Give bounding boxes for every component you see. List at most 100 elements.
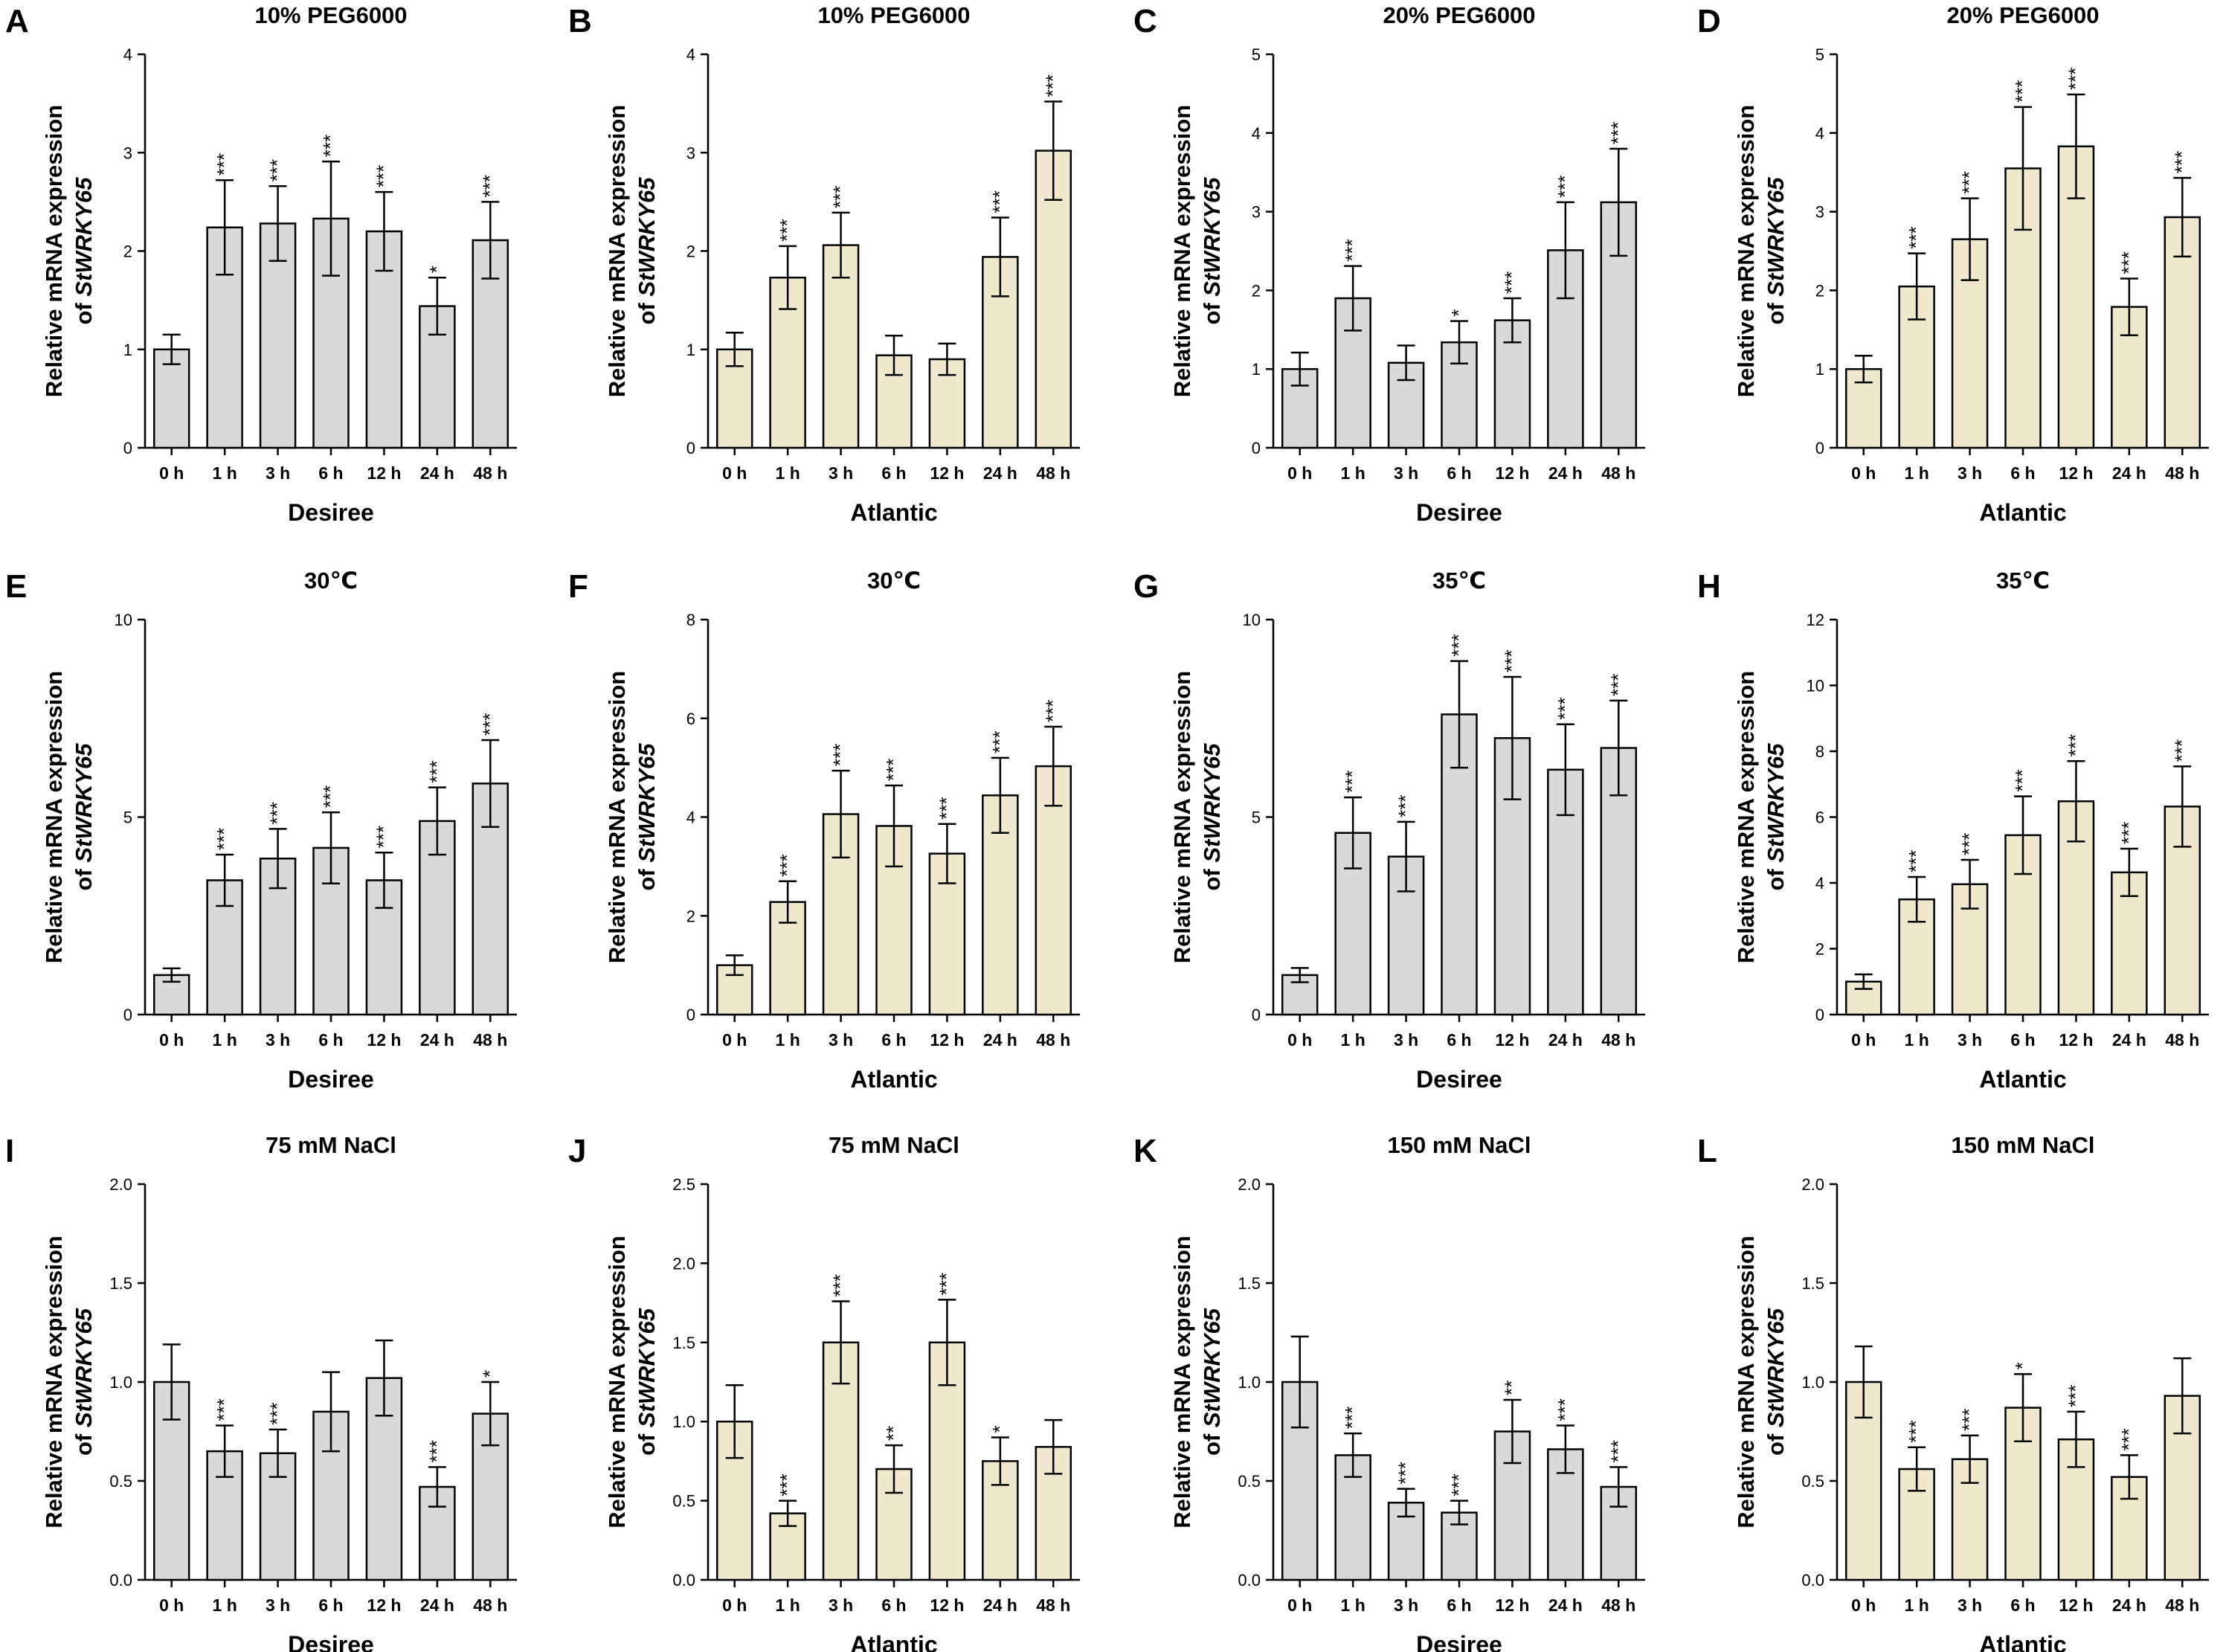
x-tick-label: 6 h — [881, 463, 906, 483]
x-tick-label: 6 h — [1447, 1030, 1471, 1050]
y-axis-label-gene: of StWRKY65 — [71, 177, 97, 325]
x-tick-label: 6 h — [2010, 1030, 2035, 1050]
significance-marker: *** — [425, 760, 448, 782]
y-tick-label: 0 — [1252, 1006, 1261, 1024]
y-tick-label: 2.5 — [672, 1175, 695, 1194]
y-tick-label: 5 — [123, 809, 132, 827]
y-tick-label: 2 — [1252, 281, 1261, 300]
significance-marker: *** — [478, 175, 501, 197]
significance-marker: *** — [1958, 171, 1981, 193]
y-tick-label: 10 — [115, 611, 132, 629]
significance-marker: *** — [1395, 795, 1417, 817]
x-tick-label: 12 h — [367, 1595, 401, 1615]
x-tick-label: 6 h — [2010, 1595, 2035, 1615]
panel-L: L 150 mM NaCl 0.0 0.5 1.0 1.5 2.0 Relative mRNA… — [1697, 1132, 2209, 1652]
y-axis-label-gene: of StWRKY65 — [634, 743, 660, 891]
y-tick-label: 1.5 — [1238, 1274, 1261, 1293]
x-tick-label: 24 h — [1548, 463, 1583, 483]
significance-marker: *** — [2064, 1385, 2086, 1407]
y-tick-label: 1.0 — [1801, 1373, 1824, 1392]
x-tick-label: 12 h — [1495, 463, 1529, 483]
significance-marker: *** — [2170, 739, 2193, 762]
gene-name: StWRKY65 — [1763, 1308, 1789, 1427]
significance-marker: *** — [1447, 1473, 1470, 1496]
y-axis-label-of: of — [1763, 1427, 1789, 1456]
x-tick-label: 12 h — [930, 1595, 964, 1615]
x-axis-label: Desiree — [1416, 499, 1502, 526]
y-tick-label: 3 — [123, 144, 132, 162]
x-tick-label: 6 h — [2010, 463, 2035, 483]
significance-marker: *** — [988, 190, 1011, 213]
x-tick-label: 3 h — [1958, 1030, 1982, 1050]
x-tick-label: 0 h — [1851, 1595, 1876, 1615]
x-tick-label: 1 h — [776, 463, 800, 483]
x-tick-label: 0 h — [1287, 463, 1312, 483]
panel-C: C 20% PEG6000 0 1 2 3 4 5 Relative mRNA expressi… — [1133, 2, 1645, 526]
panel-F: F 30℃ 0 2 4 6 8 Relative mRNA expression of StWR… — [568, 568, 1080, 1093]
significance-marker: *** — [2011, 769, 2033, 791]
y-tick-label: 0 — [123, 1006, 132, 1024]
panel-title: 75 mM NaCl — [829, 1132, 959, 1158]
y-axis-label: Relative mRNA expression — [604, 671, 630, 963]
y-tick-label: 2.0 — [109, 1175, 132, 1194]
significance-marker: *** — [266, 159, 289, 181]
y-tick-label: 5 — [1252, 45, 1261, 64]
y-tick-label: 1 — [1815, 360, 1824, 379]
x-axis-label: Atlantic — [850, 499, 937, 526]
x-axis-label: Atlantic — [1979, 1066, 2066, 1093]
x-tick-label: 48 h — [1601, 463, 1635, 483]
significance-marker: *** — [1500, 271, 1522, 294]
significance-marker: *** — [2117, 251, 2140, 274]
y-tick-label: 0.5 — [1801, 1472, 1824, 1491]
y-tick-label: 12 — [1807, 611, 1824, 629]
significance-marker: *** — [1606, 122, 1629, 144]
significance-marker: *** — [829, 186, 852, 208]
panel-title: 150 mM NaCl — [1952, 1132, 2095, 1158]
y-axis-label: Relative mRNA expression — [1733, 1235, 1759, 1528]
y-tick-label: 2 — [686, 907, 695, 925]
x-tick-label: 1 h — [213, 463, 237, 483]
significance-marker: *** — [1958, 833, 1981, 855]
x-tick-label: 0 h — [1851, 1030, 1876, 1050]
significance-marker: *** — [1905, 850, 1927, 872]
panel-label: I — [5, 1133, 14, 1169]
x-tick-label: 0 h — [722, 463, 747, 483]
x-tick-label: 48 h — [2165, 1030, 2199, 1050]
y-axis-label-gene: of StWRKY65 — [1199, 743, 1225, 891]
panel-I: I 75 mM NaCl 0.0 0.5 1.0 1.5 2.0 Relative mRNA … — [5, 1132, 517, 1652]
significance-marker: *** — [2011, 80, 2033, 103]
x-tick-label: 48 h — [1601, 1595, 1635, 1615]
x-tick-label: 48 h — [473, 1595, 507, 1615]
y-tick-label: 4 — [123, 45, 132, 64]
y-tick-label: 3 — [1252, 203, 1261, 222]
x-tick-label: 1 h — [1905, 463, 1929, 483]
y-axis-label-gene: of StWRKY65 — [1763, 1308, 1789, 1456]
significance-marker: *** — [2064, 68, 2086, 90]
panel-G: G 35℃ 0 5 10 Relative mRNA expression of StWRK… — [1133, 568, 1645, 1093]
y-tick-label: 2 — [1815, 940, 1824, 959]
significance-marker: *** — [1554, 176, 1576, 198]
x-tick-label: 1 h — [776, 1595, 800, 1615]
y-axis-label-of: of — [1763, 297, 1789, 325]
panel-label: F — [568, 568, 588, 605]
bar — [419, 820, 456, 1016]
y-axis-label-of: of — [71, 297, 97, 325]
x-tick-label: 0 h — [159, 1030, 184, 1050]
x-axis-label: Atlantic — [850, 1631, 937, 1652]
x-axis-label: Desiree — [1416, 1066, 1502, 1093]
significance-marker: *** — [1606, 1440, 1629, 1462]
bar — [1035, 765, 1072, 1016]
x-tick-label: 6 h — [1447, 463, 1471, 483]
y-tick-label: 0 — [123, 439, 132, 457]
panel-B: B 10% PEG6000 0 1 2 3 4 Relative mRNA expressio… — [568, 2, 1080, 526]
y-tick-label: 1.5 — [672, 1334, 695, 1352]
gene-name: StWRKY65 — [1199, 743, 1225, 863]
significance-marker: * — [478, 1370, 501, 1378]
panel-label: A — [5, 3, 29, 39]
x-tick-label: 0 h — [722, 1030, 747, 1050]
y-tick-label: 1 — [686, 341, 695, 359]
x-tick-label: 24 h — [1548, 1030, 1583, 1050]
x-tick-label: 12 h — [2059, 463, 2093, 483]
panel-label: D — [1697, 3, 1721, 39]
y-tick-label: 0.0 — [1801, 1571, 1824, 1590]
